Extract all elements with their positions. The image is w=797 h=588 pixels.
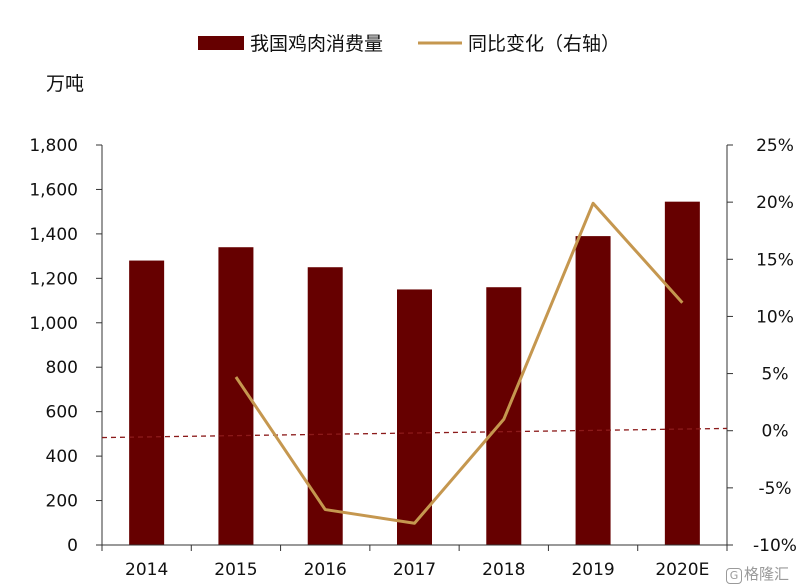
left-tick-label: 1,600 xyxy=(29,180,78,200)
left-tick-label: 0 xyxy=(67,536,78,556)
right-tick-label: 20% xyxy=(756,193,794,213)
left-tick-label: 200 xyxy=(46,492,78,512)
legend-bar-label: 我国鸡肉消费量 xyxy=(250,33,383,55)
right-tick-label: -10% xyxy=(753,536,797,556)
x-axis: 2014 2015 2016 2017 2018 2019 2020E xyxy=(101,544,728,580)
yoy-line xyxy=(234,201,684,525)
x-tick-label: 2020E xyxy=(655,560,709,580)
right-tick-label: 0% xyxy=(762,422,789,442)
bar xyxy=(397,289,432,545)
left-tick-label: 1,200 xyxy=(29,269,78,289)
bar xyxy=(129,260,165,545)
watermark-text: 格隆汇 xyxy=(743,565,789,583)
right-tick-label: 5% xyxy=(762,365,789,385)
legend-bar-swatch xyxy=(198,36,244,50)
left-tick-label: 1,800 xyxy=(29,136,78,156)
x-tick-label: 2019 xyxy=(571,560,614,580)
left-tick-label: 800 xyxy=(46,358,78,378)
left-tick-label: 1,000 xyxy=(29,314,78,334)
left-tick-label: 1,400 xyxy=(29,225,78,245)
left-tick-label: 600 xyxy=(46,403,78,423)
right-tick-label: 15% xyxy=(756,250,794,270)
watermark: G 格隆汇 xyxy=(725,563,789,584)
watermark-logo-icon: G xyxy=(725,568,742,584)
right-tick-label: 25% xyxy=(756,136,794,156)
x-tick-label: 2014 xyxy=(125,560,168,580)
x-tick-label: 2018 xyxy=(482,560,525,580)
bar-series xyxy=(129,201,700,545)
x-tick-label: 2017 xyxy=(393,560,436,580)
left-tick-label: 400 xyxy=(46,447,78,467)
right-tick-label: -5% xyxy=(758,479,791,499)
bar xyxy=(575,236,611,545)
bar xyxy=(664,201,700,545)
left-axis: 0 200 400 600 800 1,000 1,200 1,400 1,600 1,800 xyxy=(29,136,103,556)
bar xyxy=(307,267,343,545)
x-tick-label: 2016 xyxy=(304,560,347,580)
left-axis-unit: 万吨 xyxy=(46,73,84,95)
legend-line-label: 同比变化（右轴） xyxy=(468,33,620,55)
right-axis: -10% -5% 0% 5% 10% 15% 20% 25% xyxy=(726,136,797,556)
legend: 我国鸡肉消费量 同比变化（右轴） xyxy=(198,33,620,55)
line-series xyxy=(234,201,684,525)
x-tick-label: 2015 xyxy=(214,560,257,580)
right-tick-label: 10% xyxy=(756,307,794,327)
